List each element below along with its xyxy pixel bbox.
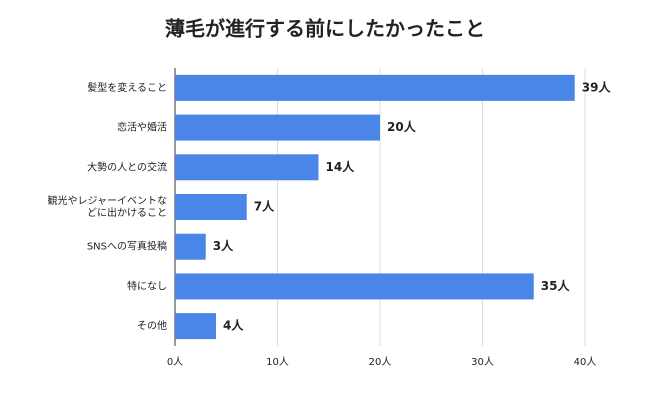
- value-label: 20人: [387, 119, 417, 134]
- x-tick-label: 40人: [574, 356, 597, 368]
- x-tick-label: 30人: [471, 356, 494, 368]
- value-label: 14人: [326, 159, 356, 174]
- x-tick-label: 10人: [266, 356, 289, 368]
- bar: [175, 273, 534, 300]
- value-label: 3人: [213, 238, 234, 253]
- chart-title: 薄毛が進行する前にしたかったこと: [165, 17, 485, 41]
- y-tick-label: 恋活や婚活: [117, 121, 167, 134]
- value-label: 7人: [254, 199, 275, 214]
- bar: [175, 154, 319, 181]
- bar: [175, 313, 216, 340]
- bar: [175, 74, 575, 101]
- bar: [175, 194, 247, 220]
- y-tick-label: その他: [137, 319, 167, 332]
- y-tick-label: SNSへの写真投稿: [87, 240, 167, 253]
- value-label: 39人: [582, 79, 612, 94]
- bar: [175, 233, 206, 260]
- y-tick-label: 観光やレジャーイベントなどに出かけること: [48, 194, 168, 219]
- y-tick-label: 大勢の人との交流: [87, 160, 167, 173]
- value-label: 35人: [541, 278, 571, 293]
- value-label: 4人: [223, 318, 244, 333]
- bar: [175, 114, 380, 141]
- y-tick-label: 髪型を変えること: [87, 81, 167, 94]
- x-tick-label: 20人: [369, 356, 392, 368]
- y-tick-label: 特になし: [127, 280, 167, 292]
- x-tick-label: 0人: [167, 356, 183, 368]
